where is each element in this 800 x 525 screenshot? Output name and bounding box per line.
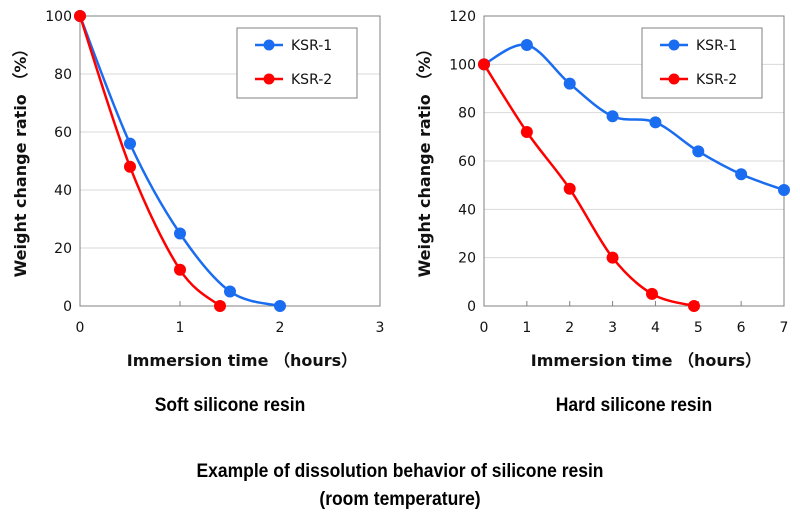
plot-area-border bbox=[483, 15, 785, 307]
series-ksr-2 bbox=[74, 10, 226, 312]
x-axis-title: Immersion time （hours） bbox=[127, 351, 357, 370]
data-point bbox=[274, 300, 286, 312]
y-axis-title: Weight change ratio （%） bbox=[11, 41, 30, 278]
y-tick-label: 100 bbox=[45, 9, 72, 25]
data-point bbox=[649, 116, 662, 129]
legend-label: KSR-1 bbox=[291, 38, 332, 54]
legend-box bbox=[641, 27, 763, 99]
series-line bbox=[78, 15, 281, 308]
data-point bbox=[224, 285, 236, 298]
chart-hard-silicone-resin: 0 1 2 3 4 5 6 7 0 20 40 60 80 100 120 Immersion time （h… bbox=[415, 9, 790, 370]
figure-caption: Example of dissolution behavior of silic… bbox=[32, 458, 768, 514]
legend-label: KSR-2 bbox=[291, 72, 332, 88]
y-tick-label: 20 bbox=[54, 241, 72, 257]
x-tick-label: 5 bbox=[694, 320, 703, 336]
legend: KSR-1 KSR-2 bbox=[236, 27, 358, 99]
legend-label: KSR-1 bbox=[696, 38, 737, 54]
chart-title-soft: Soft silicone resin bbox=[154, 395, 306, 416]
data-point bbox=[520, 39, 533, 51]
data-point bbox=[778, 184, 790, 196]
x-tick-label: 7 bbox=[780, 320, 789, 336]
legend-swatch-marker bbox=[263, 73, 275, 85]
data-point bbox=[563, 77, 576, 90]
x-tick-label: 3 bbox=[376, 320, 385, 336]
data-point bbox=[124, 137, 136, 150]
figure-caption-line1: Example of dissolution behavior of silic… bbox=[196, 461, 604, 482]
y-tick-label: 0 bbox=[63, 299, 72, 315]
x-tick-label: 3 bbox=[608, 320, 617, 336]
data-point bbox=[692, 145, 705, 158]
data-point bbox=[174, 227, 186, 240]
y-tick-label: 0 bbox=[467, 299, 476, 315]
data-point bbox=[735, 168, 748, 181]
legend-swatch-marker bbox=[263, 39, 275, 51]
y-tick-label: 60 bbox=[458, 154, 476, 170]
x-tick-label: 1 bbox=[176, 320, 185, 336]
data-point bbox=[606, 110, 619, 123]
legend-label: KSR-2 bbox=[696, 72, 737, 88]
y-tick-label: 20 bbox=[458, 251, 476, 267]
series-ksr-2 bbox=[478, 58, 700, 312]
legend-box bbox=[236, 27, 358, 99]
x-tick-label: 0 bbox=[76, 320, 85, 336]
x-tick-label: 1 bbox=[522, 320, 531, 336]
figure-caption-line2: (room temperature) bbox=[319, 489, 481, 510]
x-tick-label: 2 bbox=[276, 320, 285, 336]
y-tick-label: 80 bbox=[458, 106, 476, 122]
x-tick-label: 6 bbox=[737, 320, 746, 336]
data-point bbox=[606, 251, 619, 264]
x-tick-label: 0 bbox=[480, 320, 489, 336]
data-point bbox=[563, 182, 576, 195]
legend-swatch-marker bbox=[668, 39, 680, 51]
x-tick-label: 4 bbox=[651, 320, 660, 336]
data-point bbox=[214, 300, 226, 312]
data-point bbox=[688, 300, 700, 312]
data-point bbox=[124, 160, 136, 173]
data-point bbox=[174, 263, 186, 276]
chart-title-hard: Hard silicone resin bbox=[555, 395, 713, 416]
legend-swatch-marker bbox=[668, 73, 680, 85]
chart-soft-silicone-resin: 0 1 2 3 0 20 40 60 80 100 Immersion time （hours） We… bbox=[11, 9, 384, 370]
y-tick-label: 40 bbox=[458, 202, 476, 218]
y-tick-label: 80 bbox=[54, 67, 72, 83]
y-axis-title: Weight change ratio （%） bbox=[415, 41, 434, 278]
y-tick-label: 60 bbox=[54, 125, 72, 141]
x-axis-title: Immersion time （hours） bbox=[531, 351, 761, 370]
plot-area-border bbox=[79, 15, 381, 307]
y-tick-label: 100 bbox=[449, 57, 476, 73]
y-tick-label: 120 bbox=[449, 9, 476, 25]
x-tick-label: 2 bbox=[565, 320, 574, 336]
y-tick-label: 40 bbox=[54, 183, 72, 199]
legend: KSR-1 KSR-2 bbox=[641, 27, 763, 99]
data-point bbox=[74, 10, 86, 22]
data-point bbox=[478, 58, 490, 71]
data-point bbox=[520, 126, 533, 138]
data-point bbox=[646, 287, 658, 300]
series-line bbox=[78, 15, 221, 307]
